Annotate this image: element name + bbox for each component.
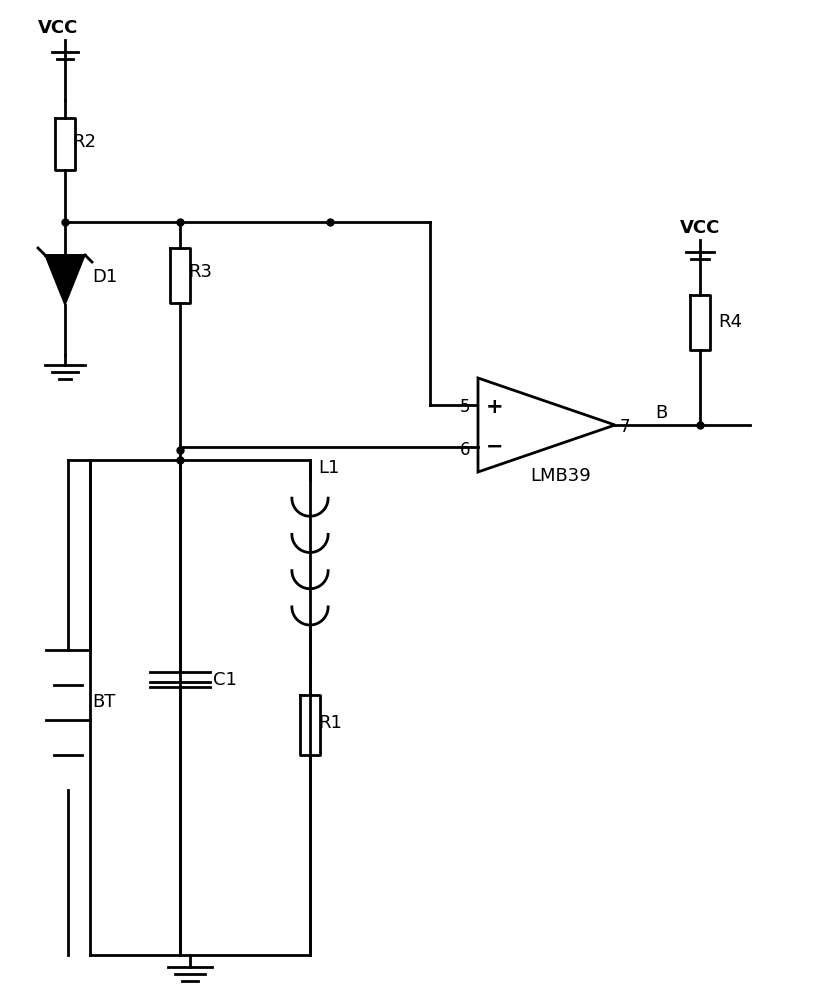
Text: 5: 5 [459,398,470,416]
Polygon shape [45,255,85,305]
Text: 7: 7 [620,418,630,436]
Text: D1: D1 [92,268,117,286]
Text: L1: L1 [318,459,339,477]
Text: VCC: VCC [680,219,721,237]
Text: R1: R1 [318,714,342,732]
Text: B: B [655,404,667,422]
Text: 6: 6 [459,441,470,459]
Text: R2: R2 [72,133,96,151]
Text: R4: R4 [718,313,742,331]
Text: C1: C1 [213,671,237,689]
Text: R3: R3 [188,263,212,281]
Text: VCC: VCC [38,19,78,37]
Text: LMB39: LMB39 [530,467,590,485]
Text: +: + [486,397,504,417]
Text: BT: BT [92,693,115,711]
Text: −: − [486,437,504,457]
Polygon shape [478,378,615,472]
